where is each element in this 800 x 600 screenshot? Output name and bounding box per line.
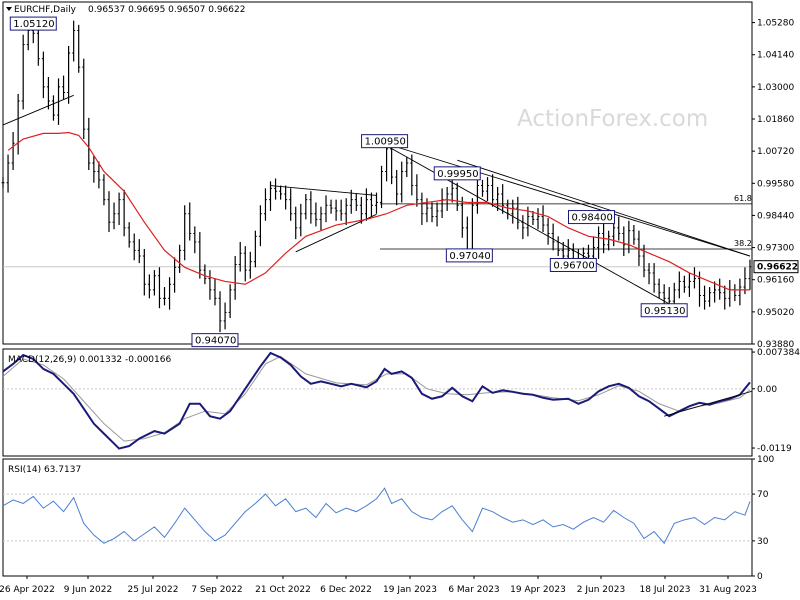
y-tick-label: 70: [757, 490, 769, 500]
last-price-box: [753, 260, 799, 274]
y-tick-label: 30: [757, 537, 769, 547]
trend-line: [457, 159, 751, 257]
y-tick-label: -0.0119: [757, 444, 792, 454]
rsi-lines: [2, 487, 751, 545]
y-tick-label: 1.03000: [757, 83, 794, 93]
y-tick-label: 1.04140: [757, 51, 794, 61]
ohlc-values: 0.96537 0.96695 0.96507 0.96622: [88, 5, 245, 15]
fib-level-label: 61.8: [734, 194, 752, 203]
fib-level-label: 38.2: [734, 239, 752, 248]
price-tag-box: [433, 166, 481, 181]
y-tick-label: 0.93880: [757, 340, 794, 350]
rsi-panel-frame: [2, 458, 753, 577]
price-tag-label: 0.95130: [644, 306, 685, 317]
symbol-label: EURCHF,Daily: [14, 5, 77, 15]
price-tag-box: [191, 333, 239, 348]
ma-line: [7, 131, 750, 291]
watermark: ActionForex.com: [517, 106, 708, 132]
price-tag-box: [445, 248, 493, 263]
macd-label: MACD(12,26,9) 0.001332 -0.000166: [8, 355, 171, 365]
macd-line: [2, 351, 751, 450]
y-tick-label: 1.01860: [757, 115, 794, 125]
x-tick-label: 6 Mar 2023: [448, 585, 499, 595]
price-panel: ActionForex.com 61.838.2 1.051200.940701…: [1, 1, 799, 350]
price-tag-box: [361, 134, 409, 149]
x-tick-label: 31 Aug 2023: [699, 585, 757, 595]
price-tag-box: [549, 257, 597, 272]
macd-panel: 0.007384 0.00 -0.0119 MACD(12,26,9) 0.0013…: [2, 348, 800, 457]
price-y-axis: 1.05280 1.04140 1.03000 1.01860 1.00720 0.995…: [752, 19, 799, 350]
price-tag-label: 1.05120: [13, 19, 54, 30]
x-tick-label: 21 Oct 2022: [255, 585, 311, 595]
y-tick-label: 0.98440: [757, 211, 794, 221]
trend-lines: [2, 94, 751, 308]
rsi-y-axis: 100 70 30 0: [752, 455, 774, 582]
price-tag-label: 1.00950: [365, 137, 406, 148]
x-tick-label: 25 Jul 2022: [128, 585, 179, 595]
price-tag-label: 0.96700: [553, 260, 594, 271]
price-tag-label: 0.99950: [437, 169, 478, 180]
y-tick-label: 0.00: [757, 385, 777, 395]
price-panel-frame: [2, 1, 753, 345]
rsi-panel: 100 70 30 0 RSI(14) 63.7137: [2, 455, 774, 582]
x-tick-label: 19 Apr 2023: [510, 585, 566, 595]
price-tag-label: 0.98400: [572, 213, 613, 224]
trend-line: [2, 94, 74, 126]
rsi-label: RSI(14) 63.7137: [8, 465, 81, 475]
macd-y-axis: 0.007384 0.00 -0.0119: [752, 348, 800, 454]
x-tick-label: 9 Jun 2022: [64, 585, 112, 595]
price-annotations: 1.05120 0.94070 1.00950 0.99950 0.97040 0.984…: [9, 16, 688, 348]
x-tick-label: 18 Jul 2023: [640, 585, 691, 595]
rsi-grid: [3, 493, 752, 542]
price-tag-box: [568, 210, 615, 225]
x-tick-label: 19 Jan 2023: [383, 585, 437, 595]
y-tick-label: 0.96160: [757, 276, 794, 286]
x-tick-label: 26 Apr 2022: [0, 585, 55, 595]
signal-line: [2, 355, 751, 442]
x-tick-label: 7 Sep 2022: [191, 585, 242, 595]
header: EURCHF,Daily 0.96537 0.96695 0.96507 0.9…: [6, 5, 245, 15]
trend-line: [384, 144, 675, 308]
x-tick-label: 2 Jun 2023: [577, 585, 625, 595]
y-tick-label: 0.99580: [757, 179, 794, 189]
trend-line: [270, 185, 377, 196]
y-tick-label: 100: [757, 455, 774, 465]
macd-panel-frame: [2, 348, 753, 457]
trend-line: [664, 390, 753, 417]
macd-lines: [2, 351, 753, 450]
y-tick-label: 0.97300: [757, 244, 794, 254]
rsi-line: [2, 487, 751, 545]
moving-average: [7, 131, 750, 291]
y-tick-label: 0.007384: [757, 348, 800, 358]
x-axis: 26 Apr 2022 9 Jun 2022 25 Jul 2022 7 Sep 20…: [0, 576, 757, 595]
chevron-down-icon[interactable]: [6, 7, 12, 11]
y-tick-label: 1.05280: [757, 19, 794, 29]
x-tick-label: 6 Dec 2022: [320, 585, 372, 595]
trend-line: [384, 142, 751, 257]
y-tick-label: 0: [757, 572, 763, 582]
y-tick-label: 1.00720: [757, 147, 794, 157]
price-tag-label: 0.97040: [449, 251, 490, 262]
price-tag-label: 0.94070: [195, 336, 236, 347]
last-price-label: 0.96622: [757, 263, 798, 273]
price-tag-box: [640, 303, 688, 318]
y-tick-label: 0.95020: [757, 308, 794, 318]
price-tag-box: [9, 16, 57, 31]
